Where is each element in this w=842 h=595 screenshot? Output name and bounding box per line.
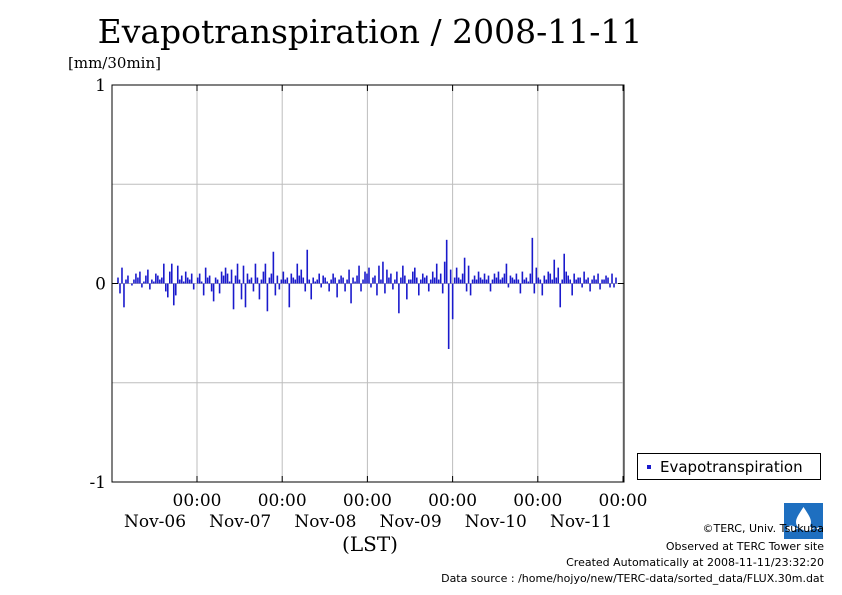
y-tick-label: -1: [89, 473, 106, 493]
y-tick-label: 0: [95, 275, 106, 295]
x-axis-label: (LST): [342, 532, 398, 556]
x-tick-date-label: Nov-10: [465, 512, 527, 532]
x-tick-time-label: 00:00: [513, 491, 562, 511]
legend-label: Evapotranspiration: [660, 458, 803, 476]
x-tick-date-label: Nov-09: [380, 512, 442, 532]
x-tick-date-label: Nov-11: [550, 512, 612, 532]
legend-swatch: [647, 465, 651, 469]
x-tick-time-label: 00:00: [428, 491, 477, 511]
y-axis-label: [mm/30min]: [68, 54, 161, 72]
chart-title: Evapotranspiration / 2008-11-11: [97, 12, 643, 51]
y-tick-label: 1: [95, 76, 106, 96]
x-tick-date-label: Nov-08: [294, 512, 356, 532]
x-tick-date-label: Nov-07: [209, 512, 271, 532]
x-tick-date-label: Nov-06: [124, 512, 186, 532]
footer-observed: Observed at TERC Tower site: [665, 540, 824, 553]
x-tick-time-label: 00:00: [599, 491, 648, 511]
terc-logo: [784, 503, 823, 539]
x-tick-time-label: 00:00: [343, 491, 392, 511]
x-tick-time-label: 00:00: [258, 491, 307, 511]
footer-source: Data source : /home/hojyo/new/TERC-data/…: [441, 572, 824, 585]
footer-copyright: ©TERC, Univ. Tsukuba: [702, 522, 825, 535]
legend: Evapotranspiration: [637, 453, 821, 480]
x-tick-time-label: 00:00: [173, 491, 222, 511]
footer-created: Created Automatically at 2008-11-11/23:3…: [566, 556, 824, 569]
